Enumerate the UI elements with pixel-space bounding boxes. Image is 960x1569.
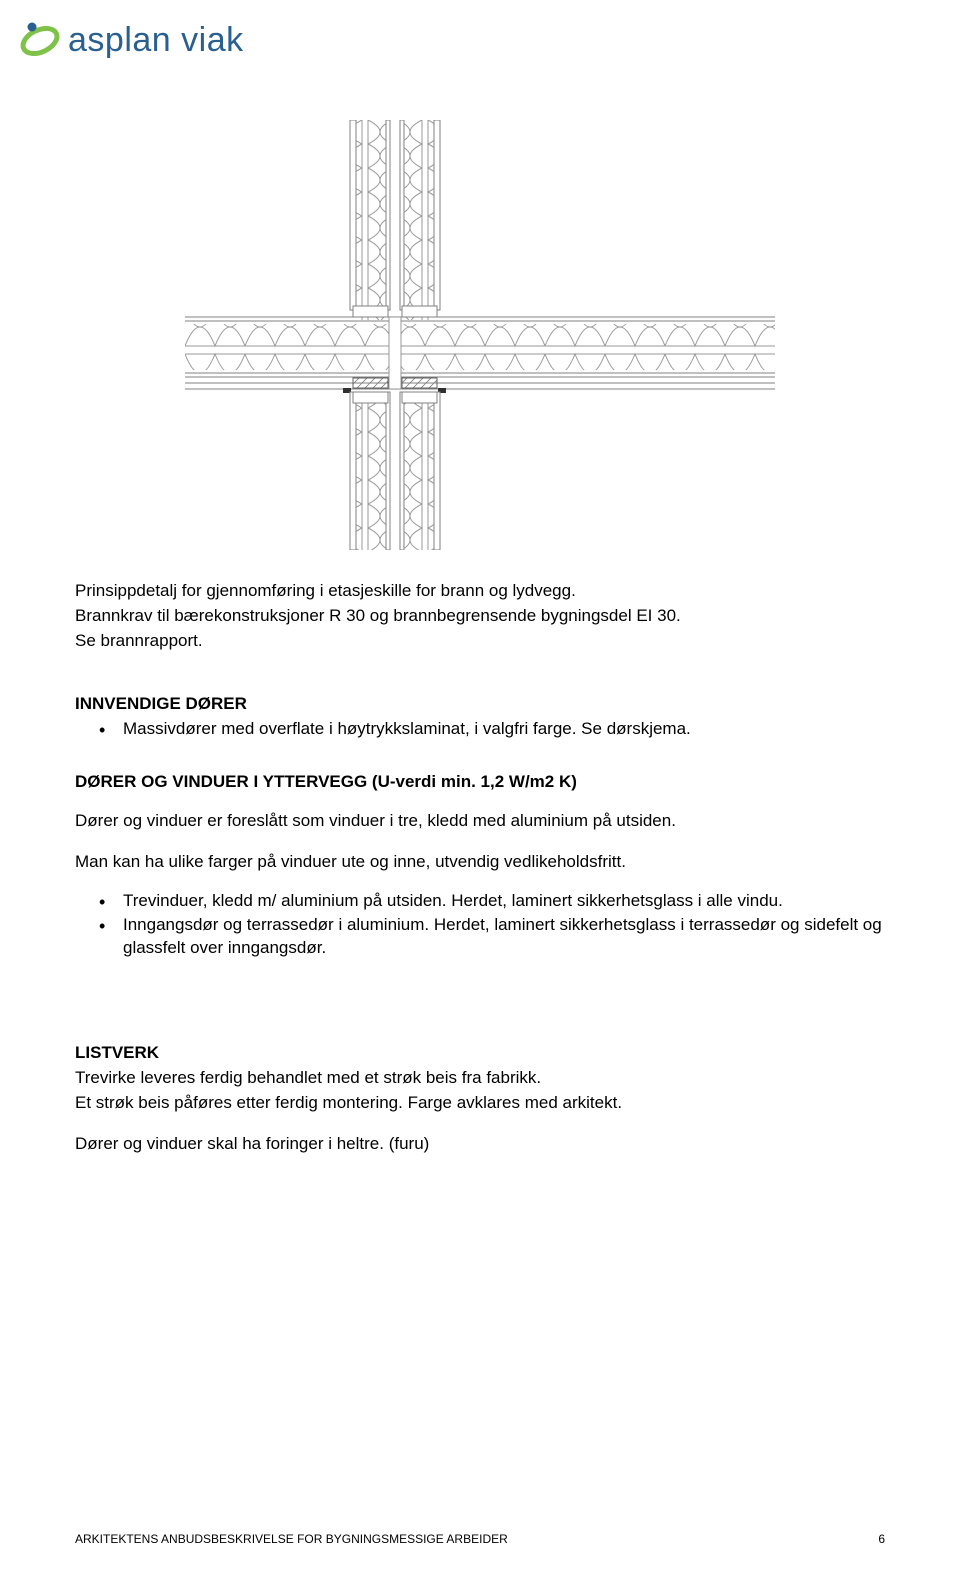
list-item: Massivdører med overflate i høytrykkslam… (123, 718, 885, 741)
list-item: Inngangsdør og terrassedør i aluminium. … (123, 914, 885, 960)
page-footer: ARKITEKTENS ANBUDSBESKRIVELSE FOR BYGNIN… (75, 1531, 885, 1547)
paragraph: Man kan ha ulike farger på vinduer ute o… (75, 851, 885, 874)
heading-listverk: LISTVERK (75, 1042, 885, 1065)
page-number: 6 (878, 1531, 885, 1547)
diagram-caption-1: Prinsippdetalj for gjennomføring i etasj… (75, 580, 885, 603)
logo: asplan viak (18, 18, 244, 64)
diagram-caption-2: Brannkrav til bærekonstruksjoner R 30 og… (75, 605, 885, 628)
bullet-list-2: Trevinduer, kledd m/ aluminium på utside… (75, 890, 885, 961)
paragraph: Trevirke leveres ferdig behandlet med et… (75, 1067, 885, 1090)
paragraph: Dører og vinduer er foreslått som vindue… (75, 810, 885, 833)
logo-text: asplan viak (68, 18, 244, 64)
list-item: Trevinduer, kledd m/ aluminium på utside… (123, 890, 885, 913)
paragraph: Dører og vinduer skal ha foringer i helt… (75, 1133, 885, 1156)
logo-icon (18, 19, 62, 63)
section-diagram (185, 120, 885, 550)
heading-dorer-vinduer: DØRER OG VINDUER I YTTERVEGG (U-verdi mi… (75, 771, 885, 794)
heading-innvendige-dorer: INNVENDIGE DØRER (75, 693, 885, 716)
bullet-list-1: Massivdører med overflate i høytrykkslam… (75, 718, 885, 741)
footer-title: ARKITEKTENS ANBUDSBESKRIVELSE FOR BYGNIN… (75, 1531, 508, 1547)
diagram-caption-3: Se brannrapport. (75, 630, 885, 653)
paragraph: Et strøk beis påføres etter ferdig monte… (75, 1092, 885, 1115)
